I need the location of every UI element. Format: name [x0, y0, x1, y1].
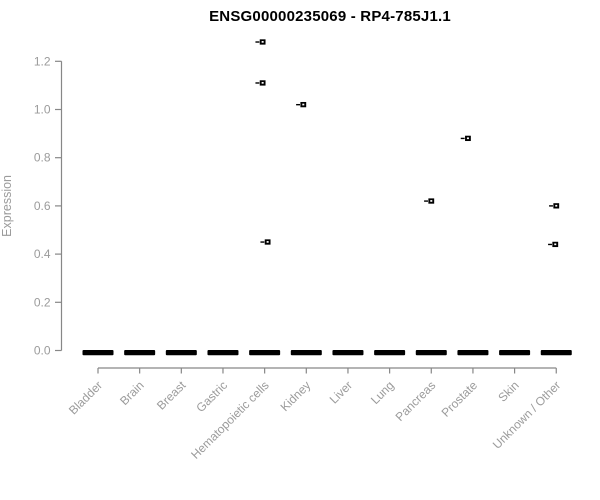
- category-label: Breast: [154, 378, 189, 413]
- category-label: Hematopoietic cells: [188, 378, 271, 461]
- y-tick-label: 1.2: [34, 54, 51, 68]
- zero-expression-bar: [499, 350, 531, 356]
- y-tick-label: 0.2: [34, 295, 51, 309]
- data-point-center: [554, 243, 557, 246]
- zero-expression-bar: [457, 350, 489, 356]
- category-label: Lung: [368, 378, 397, 407]
- data-point-center: [261, 81, 264, 84]
- category-label: Skin: [495, 378, 521, 404]
- category-label: Prostate: [439, 378, 481, 420]
- zero-expression-bar: [374, 350, 406, 356]
- category-label: Liver: [327, 378, 355, 406]
- zero-expression-bar: [332, 350, 364, 356]
- y-tick-label: 0.0: [34, 344, 51, 358]
- zero-expression-bar: [165, 350, 197, 356]
- y-tick-label: 0.4: [34, 247, 51, 261]
- zero-expression-bar: [290, 350, 322, 356]
- category-label: Pancreas: [393, 378, 439, 424]
- y-tick-label: 0.8: [34, 151, 51, 165]
- y-tick-label: 0.6: [34, 199, 51, 213]
- y-axis-title: Expression: [0, 175, 14, 237]
- category-label: Gastric: [193, 378, 230, 415]
- data-point-center: [555, 204, 558, 207]
- category-label: Bladder: [66, 378, 105, 417]
- data-point-center: [430, 200, 433, 202]
- category-label: Kidney: [278, 378, 314, 414]
- data-point-center: [466, 137, 469, 140]
- zero-expression-bar: [207, 350, 239, 356]
- data-point-center: [266, 241, 269, 243]
- data-point-center: [261, 41, 264, 43]
- zero-expression-bar: [249, 350, 281, 356]
- zero-expression-bar: [82, 350, 114, 356]
- chart-title: ENSG00000235069 - RP4-785J1.1: [209, 8, 451, 25]
- category-label: Brain: [117, 378, 147, 408]
- y-tick-label: 1.0: [34, 103, 51, 117]
- zero-expression-bar: [124, 350, 156, 356]
- zero-expression-bar: [540, 350, 572, 356]
- zero-expression-bar: [415, 350, 447, 356]
- data-point-center: [302, 103, 305, 106]
